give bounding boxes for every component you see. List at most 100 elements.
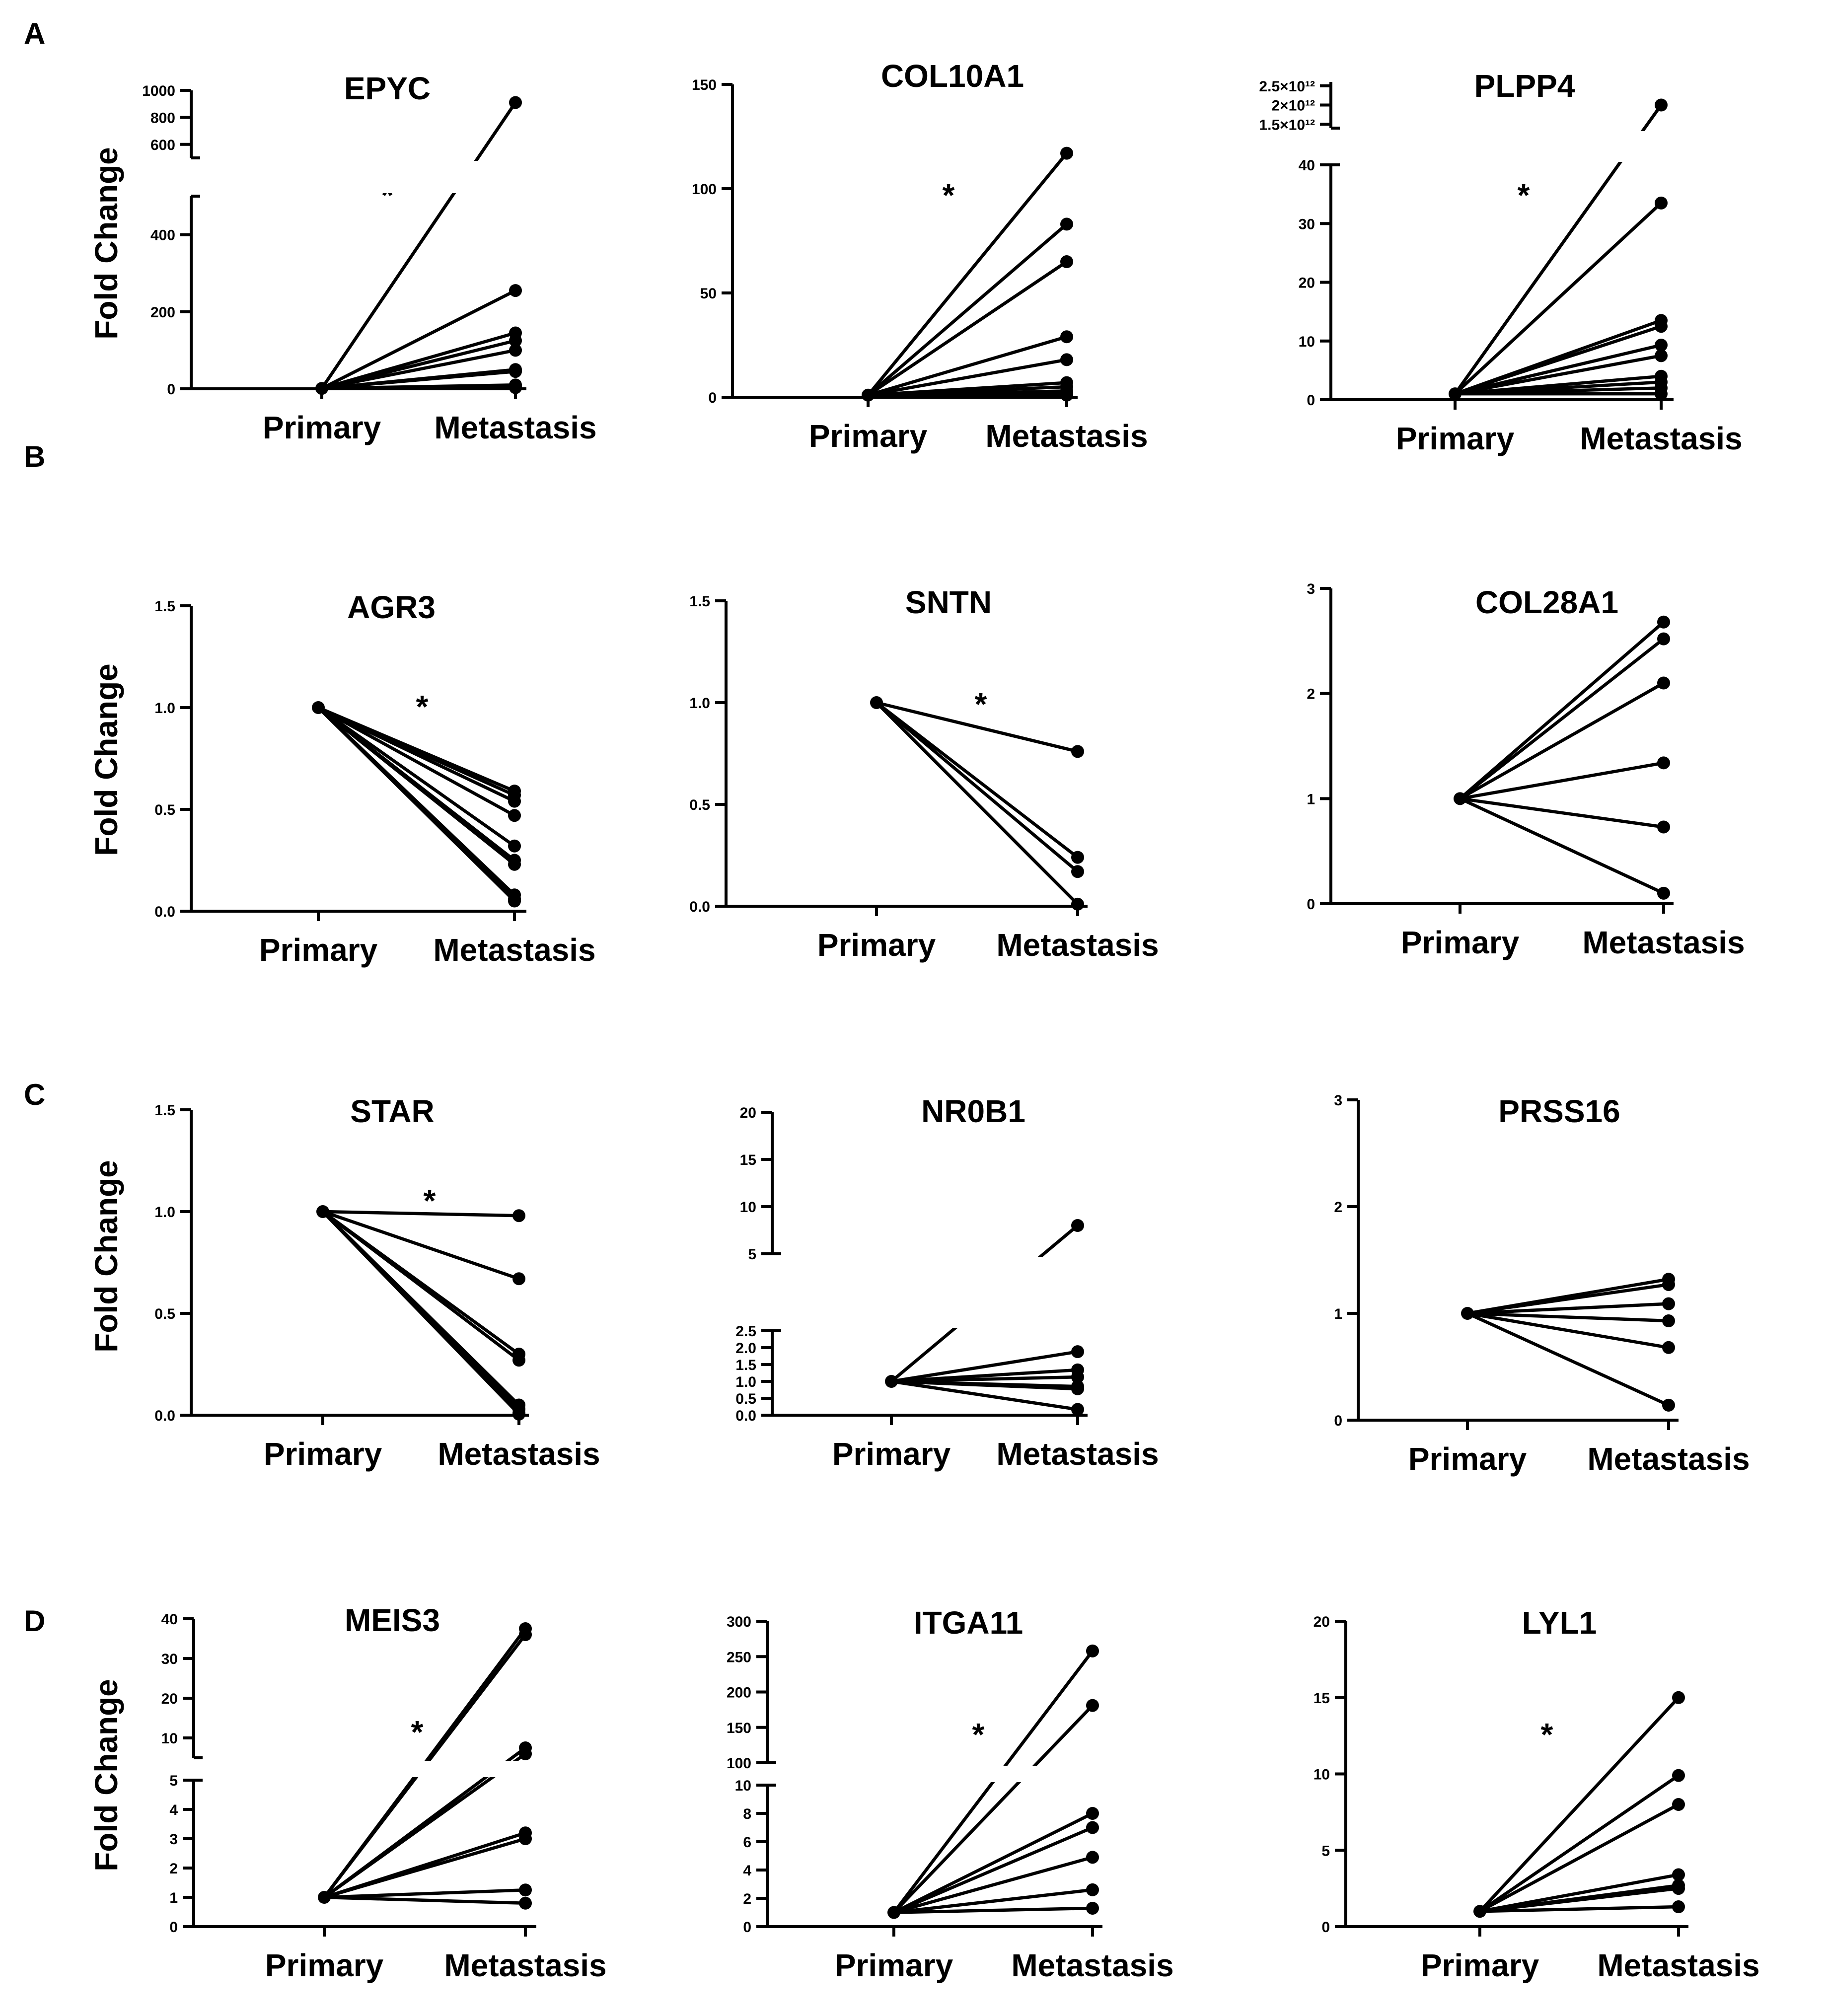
paired-line — [876, 701, 1078, 753]
significance-marker: * — [411, 1714, 424, 1750]
metastasis-point — [509, 365, 522, 378]
y-tick-label: 250 — [727, 1649, 751, 1665]
significance-marker: * — [943, 177, 955, 213]
y-tick-label: 10 — [735, 1778, 751, 1794]
panel-label-b: B — [24, 440, 45, 473]
metastasis-point — [1657, 820, 1670, 834]
paired-line — [1479, 1905, 1679, 1913]
significance-marker: * — [975, 686, 987, 722]
y-tick-label: 100 — [692, 181, 717, 198]
y-tick-label: 2 — [1334, 1199, 1342, 1216]
y-tick-label: 1 — [169, 1890, 178, 1906]
y-tick-label: 2 — [169, 1861, 178, 1877]
paired-line — [321, 349, 516, 390]
metastasis-point — [1657, 886, 1670, 900]
primary-point — [1449, 387, 1462, 401]
paired-line — [321, 1210, 520, 1416]
paired-line — [1454, 202, 1663, 395]
y-axis-labels: Fold Change Fold Change Fold Change Fold Ch… — [88, 147, 124, 1872]
chart-agr3: AGR3 0.0 0.5 1.0 1.5 Primary Metastasis * — [154, 589, 595, 968]
paired-line — [324, 1888, 526, 1899]
metastasis-point — [1662, 1314, 1675, 1328]
paired-line — [1466, 1312, 1670, 1407]
y-tick-label: 300 — [727, 1614, 751, 1630]
y-tick-label: 2.0 — [735, 1340, 756, 1357]
y-tick-label: 0.0 — [735, 1408, 756, 1424]
paired-line — [321, 386, 516, 390]
primary-point — [318, 1891, 331, 1904]
axis-break-gap — [1342, 131, 1674, 162]
metastasis-point — [1657, 676, 1670, 690]
x-category-label: Metastasis — [1587, 1441, 1750, 1477]
y-tick-label: 0 — [1307, 896, 1315, 913]
metastasis-point — [1071, 897, 1084, 911]
y-tick-label: 30 — [161, 1651, 178, 1667]
y-axis-label: Fold Change — [88, 1679, 124, 1872]
y-tick-label: 2 — [743, 1891, 751, 1907]
chart-title: LYL1 — [1522, 1605, 1597, 1641]
metastasis-point — [1086, 1851, 1099, 1864]
metastasis-point — [1655, 98, 1668, 112]
y-tick-label: 2.5×10¹² — [1259, 78, 1315, 95]
metastasis-point — [1662, 1341, 1675, 1354]
metastasis-point — [508, 858, 521, 871]
y-tick-label: 8 — [743, 1806, 751, 1822]
paired-line — [1459, 621, 1665, 800]
paired-line — [322, 1210, 519, 1218]
x-category-label: Primary — [817, 927, 936, 963]
metastasis-point — [508, 794, 521, 808]
x-category-label: Metastasis — [985, 418, 1148, 454]
x-category-label: Primary — [1408, 1441, 1527, 1477]
y-tick-label: 2×10¹² — [1271, 98, 1315, 114]
y-tick-label: 5 — [169, 1773, 178, 1789]
metastasis-point — [508, 894, 521, 908]
panel-labels: A B C D — [24, 17, 45, 1638]
y-tick-label: 0 — [1321, 1919, 1330, 1936]
significance-marker: * — [1541, 1717, 1553, 1752]
primary-point — [312, 701, 325, 714]
paired-line — [868, 335, 1067, 397]
paired-line — [867, 152, 1068, 396]
y-tick-label: 20 — [1299, 275, 1315, 291]
chart-nr0b1: NR0B1 0.00.51.01.52.02.5 5 10 15 20 Primary Met… — [735, 1093, 1159, 1472]
paired-line — [891, 1379, 1078, 1411]
x-category-label: Metastasis — [438, 1436, 600, 1472]
y-tick-label: 0.0 — [154, 904, 175, 920]
paired-line — [1479, 1873, 1679, 1913]
metastasis-point — [509, 284, 522, 297]
y-tick-label: 10 — [1299, 334, 1315, 350]
y-axis-label: Fold Change — [88, 147, 124, 340]
y-tick-label: 600 — [150, 137, 175, 153]
y-tick-label: 1.5 — [689, 593, 710, 610]
axis-break-gap — [205, 1761, 536, 1777]
metastasis-point — [1086, 1807, 1099, 1820]
metastasis-point — [1071, 745, 1084, 758]
y-tick-label: 150 — [727, 1720, 751, 1736]
primary-point — [1473, 1905, 1486, 1918]
metastasis-point — [508, 809, 521, 822]
metastasis-point — [1071, 1345, 1084, 1359]
paired-line — [893, 1826, 1094, 1914]
y-tick-label: 15 — [1314, 1690, 1330, 1707]
y-tick-label: 0.5 — [689, 797, 710, 813]
chart-col28a1: COL28A1 0 1 2 3 Primary Metastasis — [1307, 581, 1745, 960]
panel-label-c: C — [24, 1078, 45, 1111]
y-tick-label: 20 — [1314, 1614, 1330, 1630]
y-tick-label: 0 — [169, 1919, 178, 1936]
metastasis-point — [509, 344, 522, 357]
metastasis-point — [508, 839, 521, 853]
chart-title: COL28A1 — [1475, 584, 1618, 620]
paired-line — [1467, 1302, 1669, 1315]
metastasis-point — [1060, 330, 1073, 344]
paired-line — [867, 222, 1068, 397]
y-tick-label: 100 — [727, 1755, 751, 1772]
significance-marker: * — [972, 1717, 985, 1752]
paired-line — [1479, 1803, 1680, 1913]
paired-line — [1478, 1696, 1680, 1913]
x-category-label: Primary — [265, 1947, 384, 1983]
x-category-label: Metastasis — [1580, 421, 1742, 456]
y-tick-label: 0 — [708, 390, 717, 406]
chart-prss16: PRSS16 0 1 2 3 Primary Metastasis — [1334, 1092, 1750, 1477]
y-tick-label: 0.5 — [154, 1306, 175, 1322]
paired-line — [1455, 354, 1662, 396]
